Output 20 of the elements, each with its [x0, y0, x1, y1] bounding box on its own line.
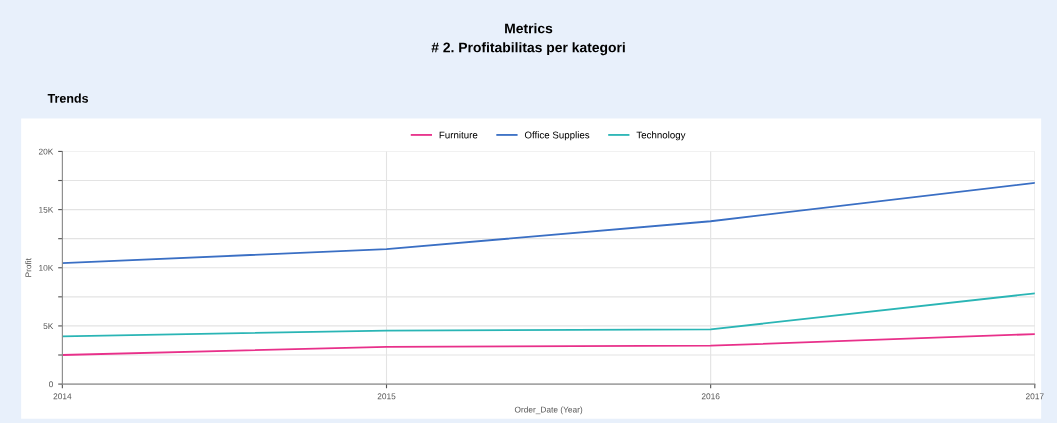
y-tick-label: 0 — [49, 381, 54, 388]
line-series — [62, 292, 1035, 338]
y-axis-title: Profit — [25, 258, 32, 277]
text: Trends — [47, 93, 89, 103]
chart-subtitle: # 2. Profitabilitas per kategori — [431, 42, 625, 56]
chart-title: Metrics — [505, 23, 553, 34]
legend-label: Technology — [636, 131, 686, 141]
legend-label: Furniture — [439, 131, 478, 139]
legend-label: Office Supplies — [524, 131, 590, 141]
line-series — [62, 333, 1035, 356]
x-tick-label: 2016 — [701, 393, 720, 400]
x-axis-title: Order_Date (Year) — [514, 406, 583, 415]
y-tick-label: 5K — [43, 323, 54, 330]
x-tick-label: 2017 — [1025, 393, 1044, 400]
x-tick-label: 2015 — [377, 393, 396, 400]
line-series — [62, 181, 1035, 265]
y-tick-label: 15K — [39, 206, 54, 213]
y-tick-label: 10K — [39, 264, 54, 271]
x-tick-label: 2014 — [53, 393, 72, 400]
y-tick-label: 20K — [38, 148, 54, 155]
